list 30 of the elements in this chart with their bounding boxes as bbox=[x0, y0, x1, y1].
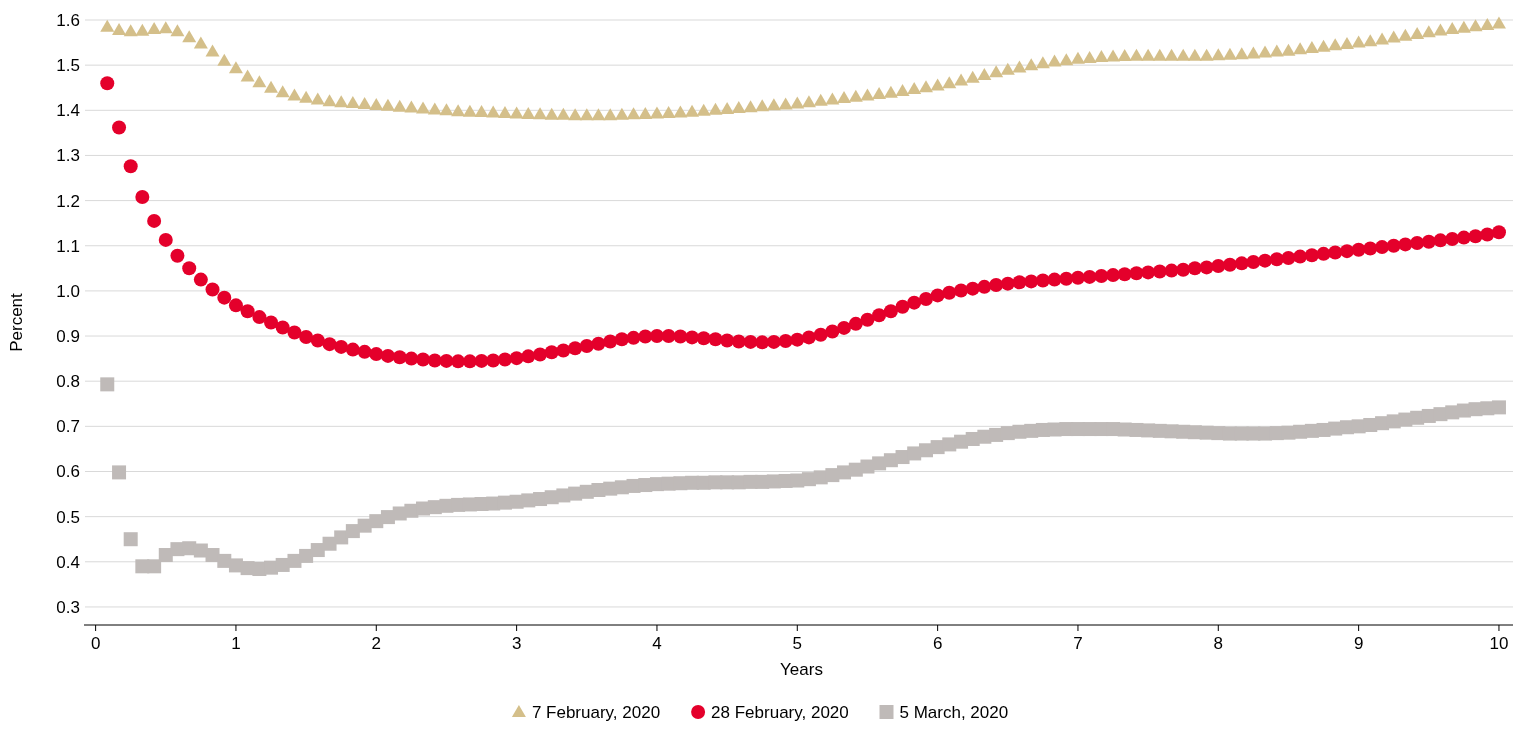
y-tick-label: 0.4 bbox=[56, 552, 80, 572]
x-tick-label: 1 bbox=[231, 634, 241, 653]
y-tick-label: 1.2 bbox=[56, 191, 80, 211]
y-tick-label: 1.3 bbox=[56, 146, 80, 166]
y-tick-label: 0.9 bbox=[56, 326, 80, 346]
x-axis-title: Years bbox=[780, 660, 823, 679]
x-tick-label: 3 bbox=[511, 634, 522, 653]
x-tick-label: 8 bbox=[1213, 634, 1224, 653]
x-tick-label: 9 bbox=[1353, 634, 1364, 653]
x-tick-label: 7 bbox=[1073, 634, 1083, 653]
y-tick-label: 1.6 bbox=[56, 10, 80, 30]
x-tick-label: 10 bbox=[1489, 634, 1509, 653]
y-tick-label: 0.7 bbox=[56, 417, 80, 437]
x-tick-label: 4 bbox=[652, 634, 662, 653]
x-tick-label: 2 bbox=[371, 634, 382, 653]
legend-label: 5 March, 2020 bbox=[899, 703, 1009, 722]
y-tick-label: 0.3 bbox=[56, 597, 80, 617]
x-tick-label: 0 bbox=[90, 634, 101, 653]
legend-label: 7 February, 2020 bbox=[531, 703, 661, 722]
y-tick-label: 0.6 bbox=[56, 462, 80, 482]
y-axis-title: Percent bbox=[7, 292, 26, 352]
y-tick-label: 0.8 bbox=[56, 372, 80, 392]
y-tick-label: 1.0 bbox=[56, 281, 80, 301]
y-tick-label: 1.1 bbox=[56, 236, 80, 256]
legend-label: 28 February, 2020 bbox=[711, 703, 849, 722]
x-tick-label: 6 bbox=[932, 634, 943, 653]
y-tick-label: 1.5 bbox=[56, 56, 80, 76]
x-tick-label: 5 bbox=[792, 634, 803, 653]
y-tick-label: 1.4 bbox=[56, 101, 80, 121]
y-tick-label: 0.5 bbox=[56, 507, 80, 527]
